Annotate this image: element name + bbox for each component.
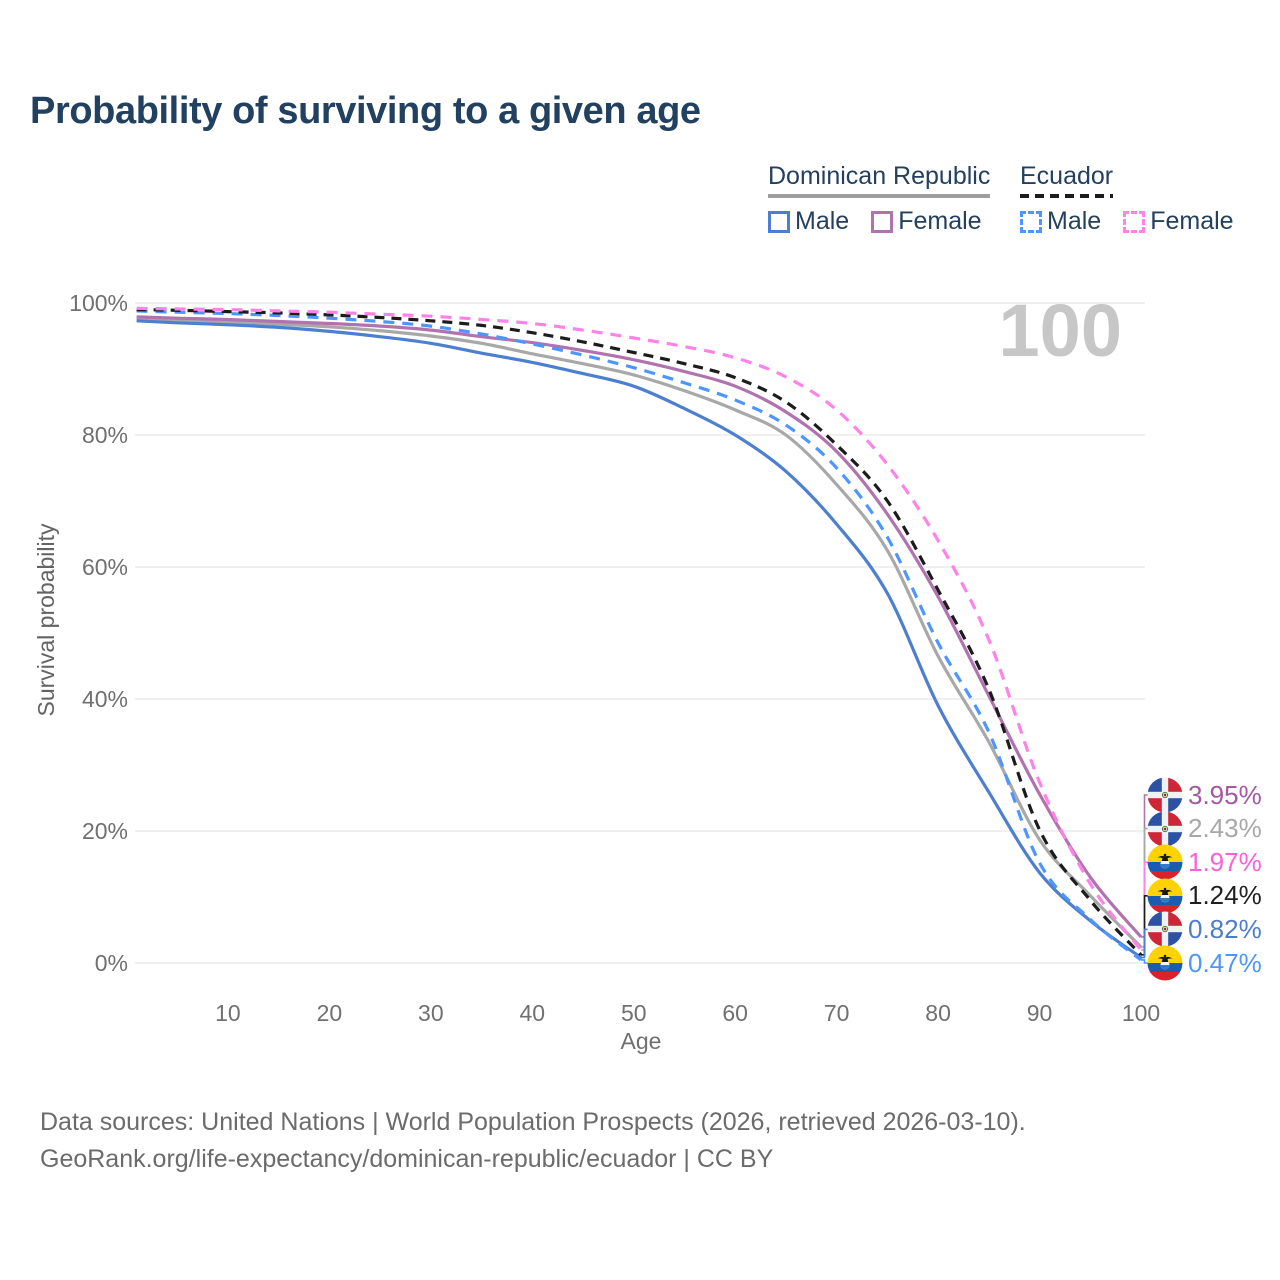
legend-item-ec-male[interactable]: Male (1020, 207, 1101, 236)
x-tick-label: 10 (215, 1000, 241, 1026)
legend-swatch-dr-female (871, 210, 894, 233)
legend-dashed-rule (1020, 194, 1114, 198)
legend-item-label: Female (1150, 207, 1234, 235)
x-tick-label: 100 (1121, 1000, 1161, 1026)
flag-dominican-republic-icon (1147, 811, 1183, 847)
end-label-dr-male: 0.82% (1147, 911, 1262, 947)
page-title: Probability of surviving to a given age (30, 90, 701, 132)
end-label-value: 2.43% (1188, 813, 1262, 844)
y-tick-label: 20% (81, 818, 128, 844)
end-label-value: 1.97% (1188, 846, 1262, 877)
end-label-dr-total: 2.43% (1147, 811, 1262, 847)
end-label-dr-female: 3.95% (1147, 777, 1262, 813)
flag-ecuador-icon (1147, 945, 1183, 981)
legend-group-ecuador: Ecuador Male Female (1020, 162, 1256, 236)
x-tick-label: 70 (823, 1000, 850, 1026)
legend-item-dr-male[interactable]: Male (768, 207, 849, 236)
flag-glyph (1147, 945, 1183, 981)
legend-item-label: Female (898, 207, 982, 235)
x-tick-label: 50 (620, 1000, 647, 1026)
flag-ecuador-icon (1147, 844, 1183, 880)
end-label-ec-female: 1.97% (1147, 844, 1262, 880)
y-tick-label: 40% (81, 686, 128, 712)
curve-ec-total[interactable] (136, 308, 1143, 956)
y-axis-title: Survival probability (33, 523, 59, 717)
flag-dominican-republic-icon (1147, 777, 1183, 813)
legend-item-label: Male (1047, 207, 1102, 235)
connector-ec-total (1141, 895, 1149, 956)
curve-ec-female[interactable] (136, 306, 1143, 951)
flag-ecuador-icon (1147, 878, 1183, 914)
highlighted-age-watermark: 100 (998, 289, 1122, 372)
end-label-value: 1.24% (1188, 880, 1262, 911)
legend-swatch-ec-male (1020, 210, 1042, 233)
y-tick-label: 100% (69, 290, 128, 316)
legend-heading-label: Ecuador (1020, 162, 1114, 190)
x-tick-label: 30 (418, 1000, 444, 1026)
legend-item-label: Male (795, 207, 850, 235)
end-label-connectors (1141, 794, 1149, 964)
flag-glyph (1147, 911, 1183, 947)
x-tick-label: 90 (1026, 1000, 1053, 1026)
flag-glyph (1147, 777, 1183, 813)
gridlines (135, 302, 1145, 964)
legend-swatch-ec-female (1123, 210, 1146, 233)
y-tick-label: 0% (94, 950, 128, 976)
connector-ec-male (1141, 959, 1149, 964)
legend-swatch-dr-male (768, 210, 790, 233)
x-tick-label: 80 (925, 1000, 951, 1026)
legend-heading-label: Dominican Republic (768, 162, 991, 190)
legend-item-ec-female[interactable]: Female (1123, 207, 1234, 236)
legend-heading-ecuador: Ecuador (1020, 162, 1114, 198)
curve-dr-female[interactable] (136, 315, 1143, 938)
end-label-ec-total: 1.24% (1147, 878, 1262, 914)
curve-dr-total[interactable] (136, 317, 1143, 949)
data-sources-line: Data sources: United Nations | World Pop… (40, 1108, 1026, 1136)
curve-dr-male[interactable] (136, 319, 1142, 959)
flag-dominican-republic-icon (1147, 911, 1183, 947)
flag-glyph (1147, 811, 1183, 847)
connector-dr-male (1141, 928, 1149, 959)
legend-heading-dominican-republic: Dominican Republic (768, 162, 991, 198)
y-tick-label: 80% (81, 422, 128, 448)
x-tick-label: 40 (519, 1000, 546, 1026)
flag-glyph (1147, 844, 1183, 880)
end-label-value: 0.47% (1188, 947, 1262, 978)
x-axis-title: Age (620, 1028, 662, 1054)
y-tick-label: 60% (81, 554, 128, 580)
flag-glyph (1147, 878, 1183, 914)
curve-ec-male[interactable] (136, 309, 1142, 962)
end-label-value: 3.95% (1188, 779, 1262, 810)
x-tick-label: 20 (316, 1000, 343, 1026)
legend-group-dominican-republic: Dominican Republic Male Female (768, 162, 1004, 236)
attribution-line: GeoRank.org/life-expectancy/dominican-re… (40, 1145, 774, 1173)
end-label-ec-male: 0.47% (1147, 945, 1262, 981)
x-tick-label: 60 (722, 1000, 748, 1026)
legend-solid-rule (768, 194, 991, 198)
end-label-value: 0.82% (1188, 913, 1262, 944)
legend-item-dr-female[interactable]: Female (871, 207, 982, 236)
